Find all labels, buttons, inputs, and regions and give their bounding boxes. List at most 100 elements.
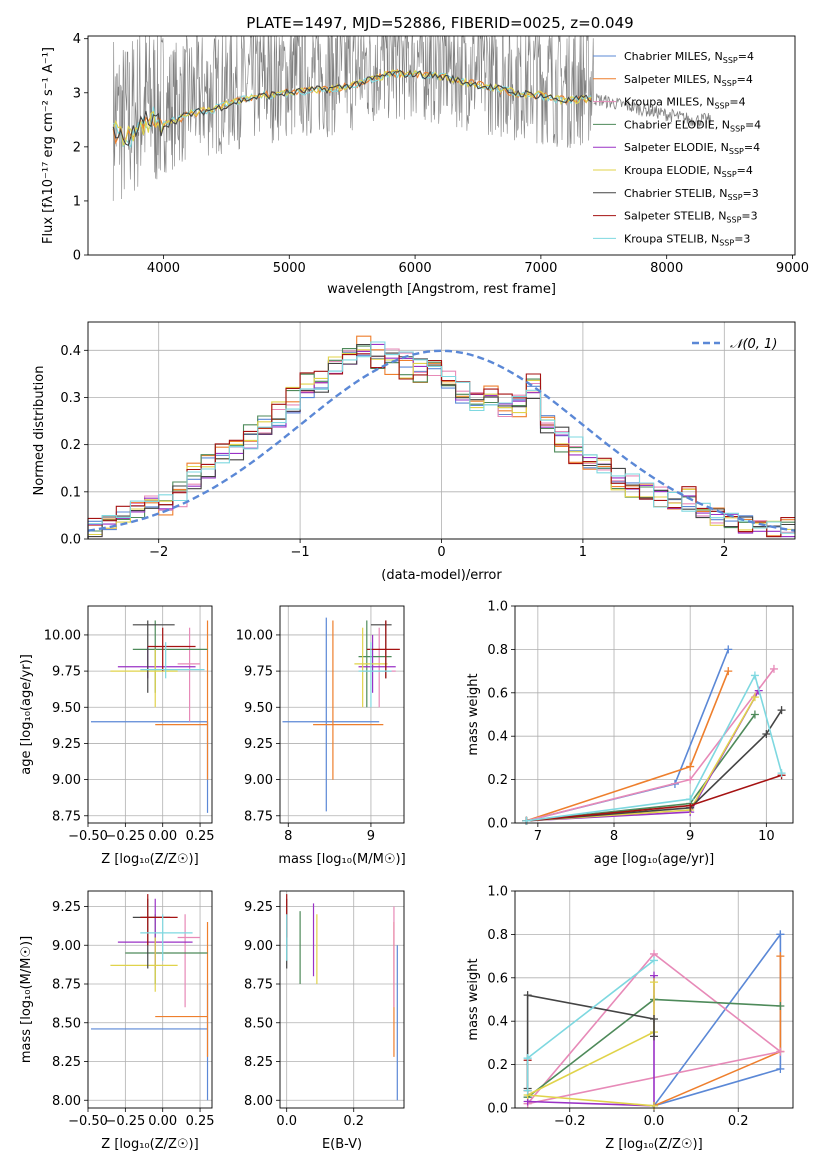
massweight-age-marker — [724, 645, 733, 654]
y-tick-label: 8.00 — [244, 1094, 273, 1109]
normal-distribution-curve — [87, 349, 796, 532]
x-axis-label: (data-model)/error — [381, 568, 502, 583]
y-tick-label: 9.75 — [52, 665, 81, 680]
residual-histogram-panel: −2 −1 0 1 2 0.0 0.1 0.2 0.3 0.4 𝒩(0, 1) Normed dist… — [32, 321, 796, 583]
y-tick-label: 1 — [73, 194, 81, 209]
massweight-age-marker — [769, 664, 778, 673]
x-tick-label: 0.25 — [186, 829, 215, 844]
massweight-Z-series — [526, 959, 655, 1091]
y-tick-label: 8.50 — [52, 1016, 81, 1031]
massweight-age-marker — [777, 769, 786, 778]
y-tick-label: 2 — [73, 140, 81, 155]
x-axis-label: E(B-V) — [322, 1137, 362, 1152]
axes-frame — [279, 605, 405, 824]
x-tick-label: 5000 — [273, 261, 306, 276]
y-tick-label: 9.00 — [244, 939, 273, 954]
y-tick-label: 1.0 — [487, 885, 508, 900]
figure-title: PLATE=1497, MJD=52886, FIBERID=0025, z=0… — [246, 14, 633, 32]
legend-label: Salpeter STELIB, NSSP=3 — [624, 210, 758, 225]
x-tick-label: −0.25 — [105, 1114, 145, 1129]
age-vs-mass-panel: 8 9 8.75 9.00 9.25 9.50 9.75 10.00 mass [log₁₀(M… — [236, 605, 406, 867]
x-tick-label: 9 — [367, 829, 375, 844]
x-tick-label: 8 — [284, 829, 292, 844]
y-tick-label: 1.0 — [487, 600, 508, 615]
massweight-Z-marker — [776, 1047, 785, 1056]
histogram-step-series — [87, 353, 795, 539]
massweight-age-marker — [750, 693, 759, 702]
x-tick-label: −0.50 — [68, 1114, 108, 1129]
y-tick-label: 0.0 — [487, 1102, 508, 1117]
y-tick-label: 8.25 — [52, 1055, 81, 1070]
x-tick-label: 2 — [720, 545, 728, 560]
massweight-Z-series — [524, 982, 655, 1107]
legend-label: Salpeter ELODIE, NSSP=4 — [624, 141, 760, 156]
model-fit-line — [112, 69, 592, 147]
y-tick-label: 4 — [73, 32, 81, 47]
massweight-vs-metallicity-panel: −0.2 0.0 0.2 0.0 0.2 0.4 0.6 0.8 1.0 mass weight Z… — [466, 885, 794, 1152]
x-tick-label: 6000 — [399, 261, 432, 276]
y-axis-label: Normed distribution — [32, 366, 47, 496]
y-tick-label: 0.2 — [60, 438, 81, 453]
massweight-Z-marker — [523, 991, 532, 1000]
x-tick-label: 7 — [534, 829, 542, 844]
x-tick-label: 0.0 — [276, 1114, 297, 1129]
massweight-age-marker — [686, 795, 695, 804]
y-tick-label: 9.75 — [244, 665, 273, 680]
massweight-age-series — [526, 673, 783, 822]
x-tick-label: 0.2 — [728, 1114, 749, 1129]
massweight-age-marker — [724, 667, 733, 676]
y-tick-label: 9.25 — [52, 737, 81, 752]
y-axis-label: mass weight — [466, 673, 481, 755]
y-axis-label: mass [log₁₀(M/M☉)] — [19, 936, 34, 1063]
massweight-Z-marker — [650, 1101, 658, 1110]
massweight-Z-marker — [650, 1032, 658, 1041]
massweight-Z-series — [653, 956, 782, 1107]
x-tick-label: 0.00 — [148, 1114, 177, 1129]
y-tick-label: 9.25 — [52, 900, 81, 915]
observed-spectrum-red-line — [593, 93, 712, 128]
x-tick-label: 9000 — [776, 261, 809, 276]
massweight-age-marker — [686, 775, 695, 784]
legend-label: Chabrier STELIB, NSSP=3 — [624, 187, 759, 202]
massweight-age-marker — [750, 710, 759, 719]
legend-label: Kroupa STELIB, NSSP=3 — [624, 232, 750, 247]
x-axis-label: wavelength [Angstrom, rest frame] — [327, 282, 556, 297]
y-tick-label: 0 — [73, 249, 81, 264]
x-tick-label: −0.25 — [105, 829, 145, 844]
observed-spectrum-line — [112, 35, 594, 201]
massweight-Z-series — [527, 998, 781, 1098]
x-tick-label: −0.2 — [554, 1114, 586, 1129]
y-tick-label: 8.75 — [52, 978, 81, 993]
massweight-vs-age-panel: 7 8 9 10 0.0 0.2 0.4 0.6 0.8 1.0 mass weight age [l… — [466, 600, 794, 867]
y-tick-label: 0.4 — [487, 1015, 508, 1030]
legend-label: Chabrier ELODIE, NSSP=4 — [624, 118, 761, 133]
x-tick-label: 9 — [686, 829, 694, 844]
x-tick-label: −0.50 — [68, 829, 108, 844]
massweight-age-series — [526, 709, 783, 822]
y-tick-label: 9.50 — [244, 701, 273, 716]
legend-label: Kroupa MILES, NSSP=4 — [624, 96, 746, 111]
y-tick-label: 0.2 — [487, 1058, 508, 1073]
y-tick-label: 10.00 — [44, 628, 81, 643]
massweight-age-series — [526, 668, 775, 822]
x-tick-label: 8000 — [650, 261, 683, 276]
x-tick-label: 0.0 — [644, 1114, 665, 1129]
y-tick-label: 8.25 — [244, 1055, 273, 1070]
y-tick-label: 3 — [73, 86, 81, 101]
mass-vs-ebv-panel: 0.0 0.2 8.00 8.25 8.50 8.75 9.00 9.25 E(B-V) — [244, 890, 405, 1152]
x-tick-label: 7000 — [524, 261, 557, 276]
x-axis-label: Z [log₁₀(Z/Z☉)] — [605, 1137, 702, 1152]
y-tick-label: 9.00 — [52, 939, 81, 954]
y-tick-label: 0.8 — [487, 643, 508, 658]
x-tick-label: −2 — [149, 545, 168, 560]
y-tick-label: 0.8 — [487, 928, 508, 943]
y-axis-label: mass weight — [466, 958, 481, 1040]
x-axis-label: age [log₁₀(age/yr)] — [594, 852, 715, 867]
axes-frame — [279, 890, 405, 1109]
axes-frame — [514, 890, 794, 1109]
y-tick-label: 8.75 — [52, 809, 81, 824]
massweight-age-marker — [686, 762, 695, 771]
y-tick-label: 0.0 — [487, 817, 508, 832]
x-tick-label: 8 — [610, 829, 618, 844]
massweight-Z-series — [651, 933, 782, 1108]
